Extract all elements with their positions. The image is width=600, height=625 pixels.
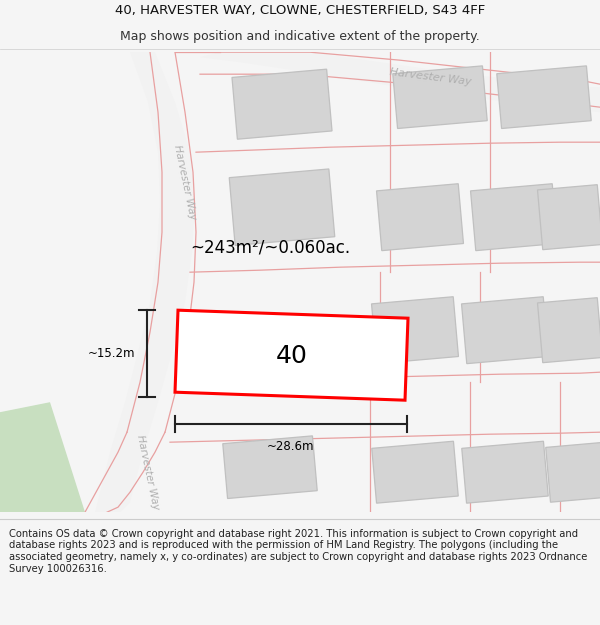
Text: Harvester Way: Harvester Way	[172, 144, 198, 221]
Polygon shape	[462, 441, 548, 503]
Text: 40, HARVESTER WAY, CLOWNE, CHESTERFIELD, S43 4FF: 40, HARVESTER WAY, CLOWNE, CHESTERFIELD,…	[115, 4, 485, 18]
Polygon shape	[546, 442, 600, 503]
Text: Harvester Way: Harvester Way	[389, 68, 472, 87]
Text: ~15.2m: ~15.2m	[88, 347, 135, 360]
Polygon shape	[372, 441, 458, 503]
Polygon shape	[538, 184, 600, 250]
Polygon shape	[223, 436, 317, 499]
Polygon shape	[95, 52, 195, 512]
Text: Contains OS data © Crown copyright and database right 2021. This information is : Contains OS data © Crown copyright and d…	[9, 529, 587, 574]
Polygon shape	[497, 66, 591, 129]
Text: 40: 40	[276, 344, 308, 368]
Polygon shape	[0, 402, 85, 512]
Polygon shape	[229, 169, 335, 246]
Polygon shape	[175, 310, 408, 400]
Text: Harvester Way: Harvester Way	[135, 434, 161, 511]
Text: ~243m²/~0.060ac.: ~243m²/~0.060ac.	[190, 238, 350, 256]
Polygon shape	[200, 52, 600, 112]
Polygon shape	[461, 297, 548, 364]
Polygon shape	[371, 297, 458, 364]
Text: ~28.6m: ~28.6m	[267, 440, 315, 453]
Polygon shape	[470, 184, 557, 251]
Text: Map shows position and indicative extent of the property.: Map shows position and indicative extent…	[120, 30, 480, 43]
Polygon shape	[377, 184, 463, 251]
Polygon shape	[393, 66, 487, 129]
Polygon shape	[538, 298, 600, 362]
Polygon shape	[232, 69, 332, 139]
